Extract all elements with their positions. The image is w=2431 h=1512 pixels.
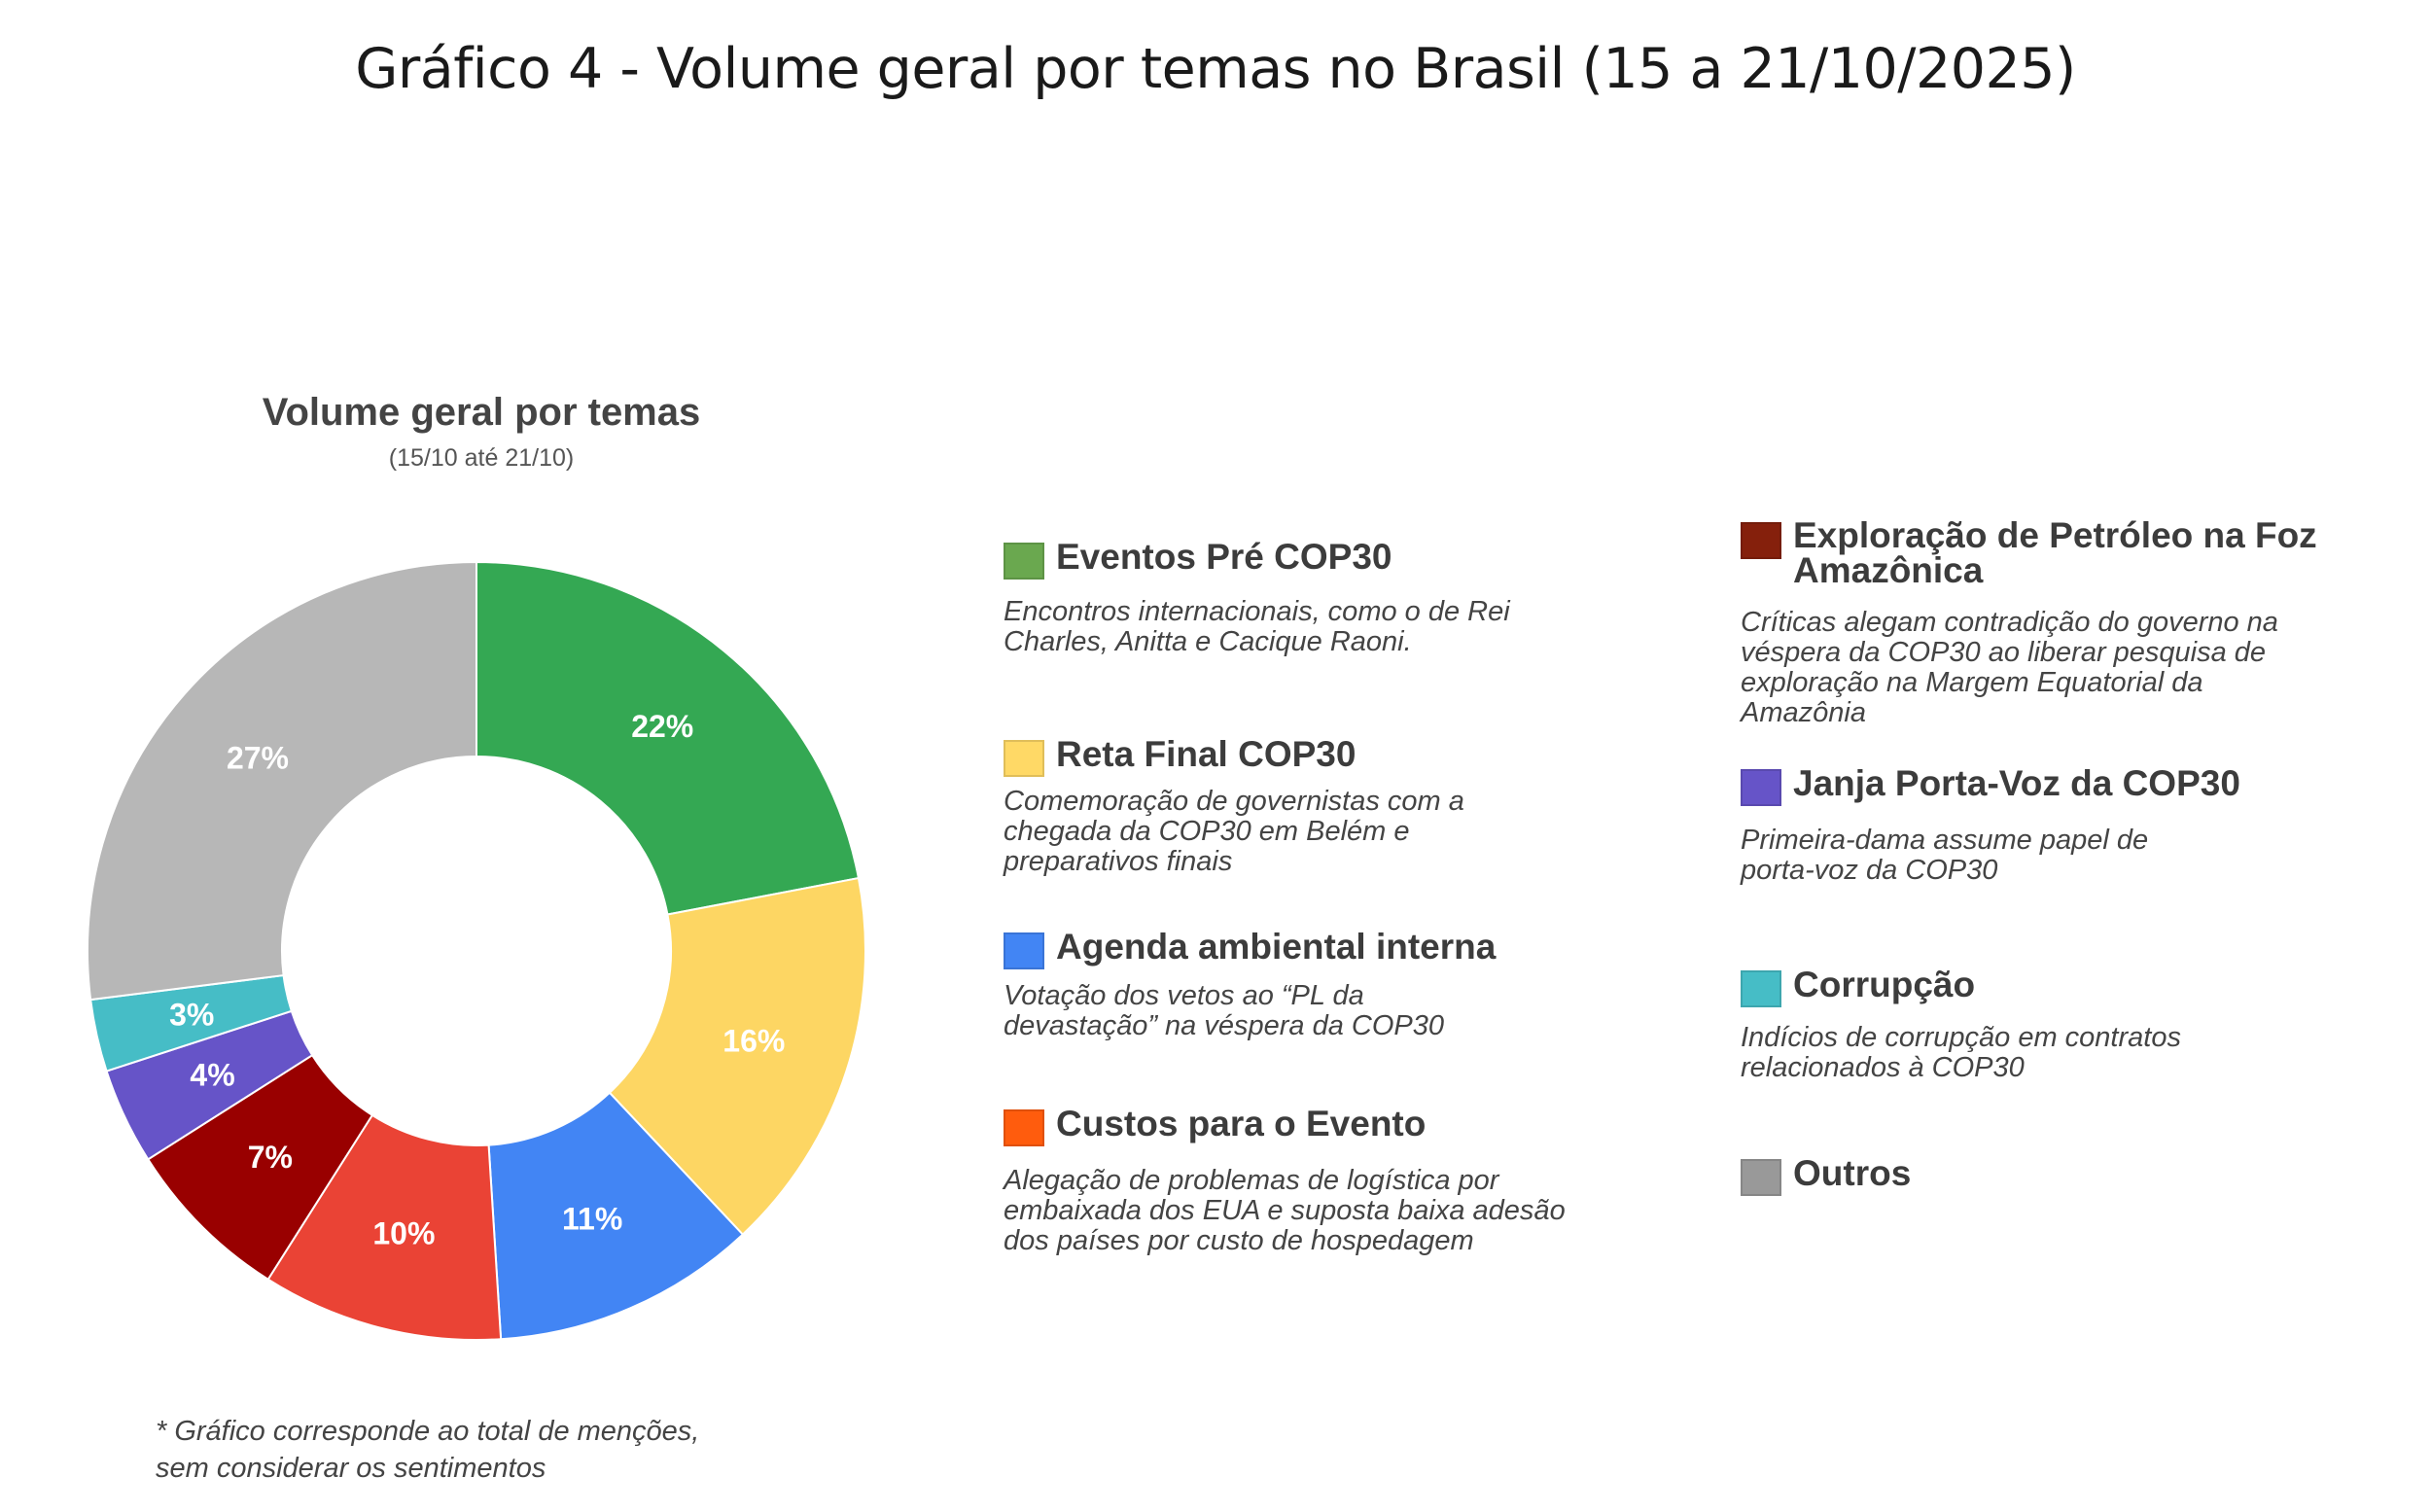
legend-description: Votação dos vetos ao “PL da devastação” … (1004, 980, 1444, 1041)
legend-description: Comemoração de governistas com a chegada… (1004, 786, 1464, 877)
chart-subtitle: (15/10 até 21/10) (388, 444, 575, 472)
legend-swatch (1741, 1159, 1781, 1196)
legend-label: Agenda ambiental interna (1056, 927, 1497, 967)
legend-description: Primeira-dama assume papel de porta-voz … (1741, 825, 2149, 886)
donut-slice-2 (487, 1091, 745, 1341)
legend-item-corrupcao: Corrupção Indícios de corrupção em contr… (1741, 967, 2421, 1083)
donut-slice-0 (476, 560, 861, 916)
donut-slice-label-4: 7% (248, 1140, 293, 1175)
legend-label: Janja Porta-Voz da COP30 (1793, 763, 2240, 803)
donut-slice-label-2: 11% (562, 1201, 622, 1236)
legend-swatch (1741, 970, 1781, 1007)
legend-swatch (1004, 543, 1044, 580)
legend-label: Corrupção (1793, 965, 1976, 1004)
chart-title: Volume geral por temas (262, 391, 701, 434)
legend-swatch (1741, 522, 1781, 559)
legend-description: Indícios de corrupção em contratos relac… (1741, 1022, 2181, 1083)
legend-item-outros: Outros (1741, 1153, 2421, 1196)
legend-label: Custos para o Evento (1056, 1104, 1427, 1143)
legend-description: Alegação de problemas de logística por e… (1004, 1165, 1566, 1256)
legend-item-exploracao-de-petroleo: Exploração de Petróleo na Foz Amazônica … (1741, 515, 2421, 728)
legend-item-agenda-ambiental-interna: Agenda ambiental interna Votação dos vet… (1004, 929, 1684, 1041)
donut-slice-7 (87, 560, 477, 1002)
legend-item-custos-para-o-evento: Custos para o Evento Alegação de problem… (1004, 1106, 1704, 1256)
legend-swatch (1004, 932, 1044, 969)
legend-label: Reta Final COP30 (1056, 734, 1356, 774)
donut-slice-label-1: 16% (722, 1024, 785, 1059)
donut-slice-label-0: 22% (631, 709, 693, 744)
legend-description: Críticas alegam contradição do governo n… (1741, 607, 2278, 728)
legend-swatch (1004, 740, 1044, 777)
donut-slice-label-3: 10% (372, 1216, 435, 1251)
legend-swatch (1004, 1109, 1044, 1146)
legend-description: Encontros internacionais, como o de Rei … (1004, 596, 1510, 657)
legend-item-eventos-pre-cop30: Eventos Pré COP30 Encontros internaciona… (1004, 539, 1684, 657)
legend-label: Eventos Pré COP30 (1056, 537, 1392, 577)
legend-item-janja-porta-voz: Janja Porta-Voz da COP30 Primeira-dama a… (1741, 765, 2421, 886)
legend-swatch (1741, 769, 1781, 806)
legend-label: Outros (1793, 1153, 1912, 1193)
donut-slice-label-6: 3% (169, 997, 214, 1032)
footnote: * Gráfico corresponde ao total de mençõe… (156, 1416, 700, 1484)
donut-slice-3 (266, 1113, 503, 1341)
page-title: Gráfico 4 - Volume geral por temas no Br… (355, 37, 2076, 101)
legend-item-reta-final-cop30: Reta Final COP30 Comemoração de governis… (1004, 736, 1684, 877)
donut-slice-1 (608, 876, 866, 1237)
legend-label: Exploração de Petróleo na Foz Amazônica (1793, 515, 2317, 590)
donut-slice-label-5: 4% (190, 1058, 234, 1093)
donut-slice-label-7: 27% (227, 741, 289, 776)
